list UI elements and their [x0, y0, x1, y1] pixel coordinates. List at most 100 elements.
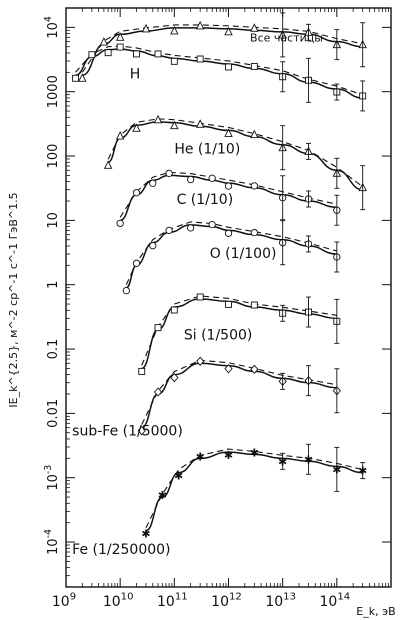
- data-point: [224, 128, 233, 137]
- data-point: [170, 120, 179, 130]
- data-point: ✱: [224, 449, 233, 462]
- data-point: [122, 286, 130, 295]
- series-label: sub-Fe (1/5000): [72, 424, 183, 440]
- data-point: [196, 55, 204, 63]
- model-curve-dashed: [107, 118, 364, 188]
- data-point: [99, 37, 109, 46]
- model-curve-dashed: [75, 45, 363, 96]
- data-point: [250, 129, 259, 139]
- data-point: [250, 23, 259, 32]
- model-curve-solid: [145, 451, 363, 532]
- model-curve-dashed: [145, 448, 363, 528]
- x-tick-label: 1010: [103, 592, 134, 610]
- y-tick-label: 1: [46, 281, 61, 289]
- data-point: [133, 50, 140, 58]
- data-points: ✱✱✱✱ ✱ ✱✱ ✱✱ ✱: [72, 12, 367, 541]
- data-point: ✱: [196, 450, 205, 463]
- data-point: [137, 425, 146, 436]
- data-point: [165, 226, 173, 235]
- data-point: [224, 26, 233, 36]
- data-point: [224, 364, 233, 374]
- data-point: [224, 229, 233, 237]
- data-point: [170, 306, 178, 314]
- data-point: [196, 356, 205, 366]
- series-label: He (1/10): [174, 141, 240, 157]
- data-point: [149, 179, 157, 187]
- model-curve-dashed: [81, 24, 363, 73]
- data-point: ✱: [158, 489, 167, 502]
- model-curve-dashed: [141, 359, 337, 425]
- data-point: [225, 63, 232, 71]
- y-tick-label: 10: [46, 212, 61, 229]
- data-point: [250, 301, 258, 309]
- y-tick-label: 10-3: [43, 465, 61, 491]
- data-point: [196, 293, 204, 301]
- data-point: ✱: [141, 528, 150, 541]
- y-tick-label: 104: [43, 16, 61, 39]
- data-point: [250, 364, 259, 375]
- data-point: [250, 182, 258, 190]
- series-labels: Все частицы H He (1/10) C (1/10) O (1/100) Si…: [72, 32, 323, 558]
- data-point: [132, 189, 141, 197]
- data-point: [195, 119, 205, 128]
- series-label: Fe (1/250000): [72, 542, 170, 558]
- y-tick-label: 1000: [46, 75, 61, 108]
- x-axis-label: E_k, эВ: [356, 605, 395, 618]
- data-point: [116, 43, 124, 51]
- data-point: [149, 242, 157, 250]
- data-point: [132, 259, 141, 267]
- series-label: C (1/10): [177, 192, 234, 208]
- data-point: [224, 182, 233, 190]
- data-point: [186, 224, 195, 232]
- plot-frame: [65, 7, 392, 588]
- data-point: [170, 372, 179, 383]
- data-point: [154, 324, 162, 332]
- data-point: [208, 174, 216, 182]
- axis-ticks: 109 1010 1011 1012 1013 1014 10-4 10-3 0.01 0.1 1 1…: [43, 7, 391, 610]
- data-point: [72, 74, 79, 82]
- series-label: O (1/100): [210, 246, 277, 262]
- y-tick-label: 10-4: [43, 529, 61, 555]
- data-point: [225, 300, 232, 308]
- data-point: [115, 32, 125, 41]
- data-point: [115, 131, 125, 140]
- data-point: [170, 57, 178, 65]
- data-point: [132, 123, 141, 132]
- y-tick-label: 0.1: [46, 339, 61, 360]
- data-point: ✱: [250, 446, 259, 459]
- data-point: [153, 387, 163, 397]
- x-tick-label: 109: [52, 592, 76, 610]
- data-point: [78, 73, 87, 82]
- data-point: [186, 175, 195, 184]
- model-curves: [75, 24, 364, 532]
- data-point: [154, 50, 162, 58]
- data-point: [208, 220, 216, 229]
- series-label: Si (1/500): [184, 328, 253, 344]
- data-point: [153, 114, 163, 124]
- x-tick-label: 1011: [157, 592, 188, 610]
- data-point: [116, 219, 124, 228]
- series-label: H: [130, 67, 141, 83]
- data-point: [195, 20, 205, 30]
- data-point: [250, 228, 258, 237]
- x-tick-label: 1012: [211, 592, 242, 610]
- data-point: ✱: [174, 470, 183, 483]
- model-curve-dashed: [125, 221, 337, 285]
- y-tick-label: 100: [46, 144, 61, 169]
- x-tick-label: 1014: [320, 592, 351, 610]
- model-curve-dashed: [141, 295, 337, 366]
- series-label: Все частицы: [250, 32, 323, 45]
- data-point: [170, 25, 179, 35]
- data-point: [141, 23, 151, 33]
- x-tick-label: 1013: [265, 592, 296, 610]
- data-point: [165, 169, 173, 178]
- data-point: [138, 367, 146, 375]
- model-curve-solid: [75, 48, 363, 99]
- data-point: [250, 62, 258, 70]
- data-point: [88, 51, 96, 59]
- y-tick-label: 0.01: [46, 399, 61, 428]
- y-axis-label: IE_k^{2.5}, м^-2 ср^-1 с^-1 ГэВ^1.5: [7, 192, 20, 407]
- data-point: [104, 49, 112, 57]
- data-point: [103, 160, 113, 169]
